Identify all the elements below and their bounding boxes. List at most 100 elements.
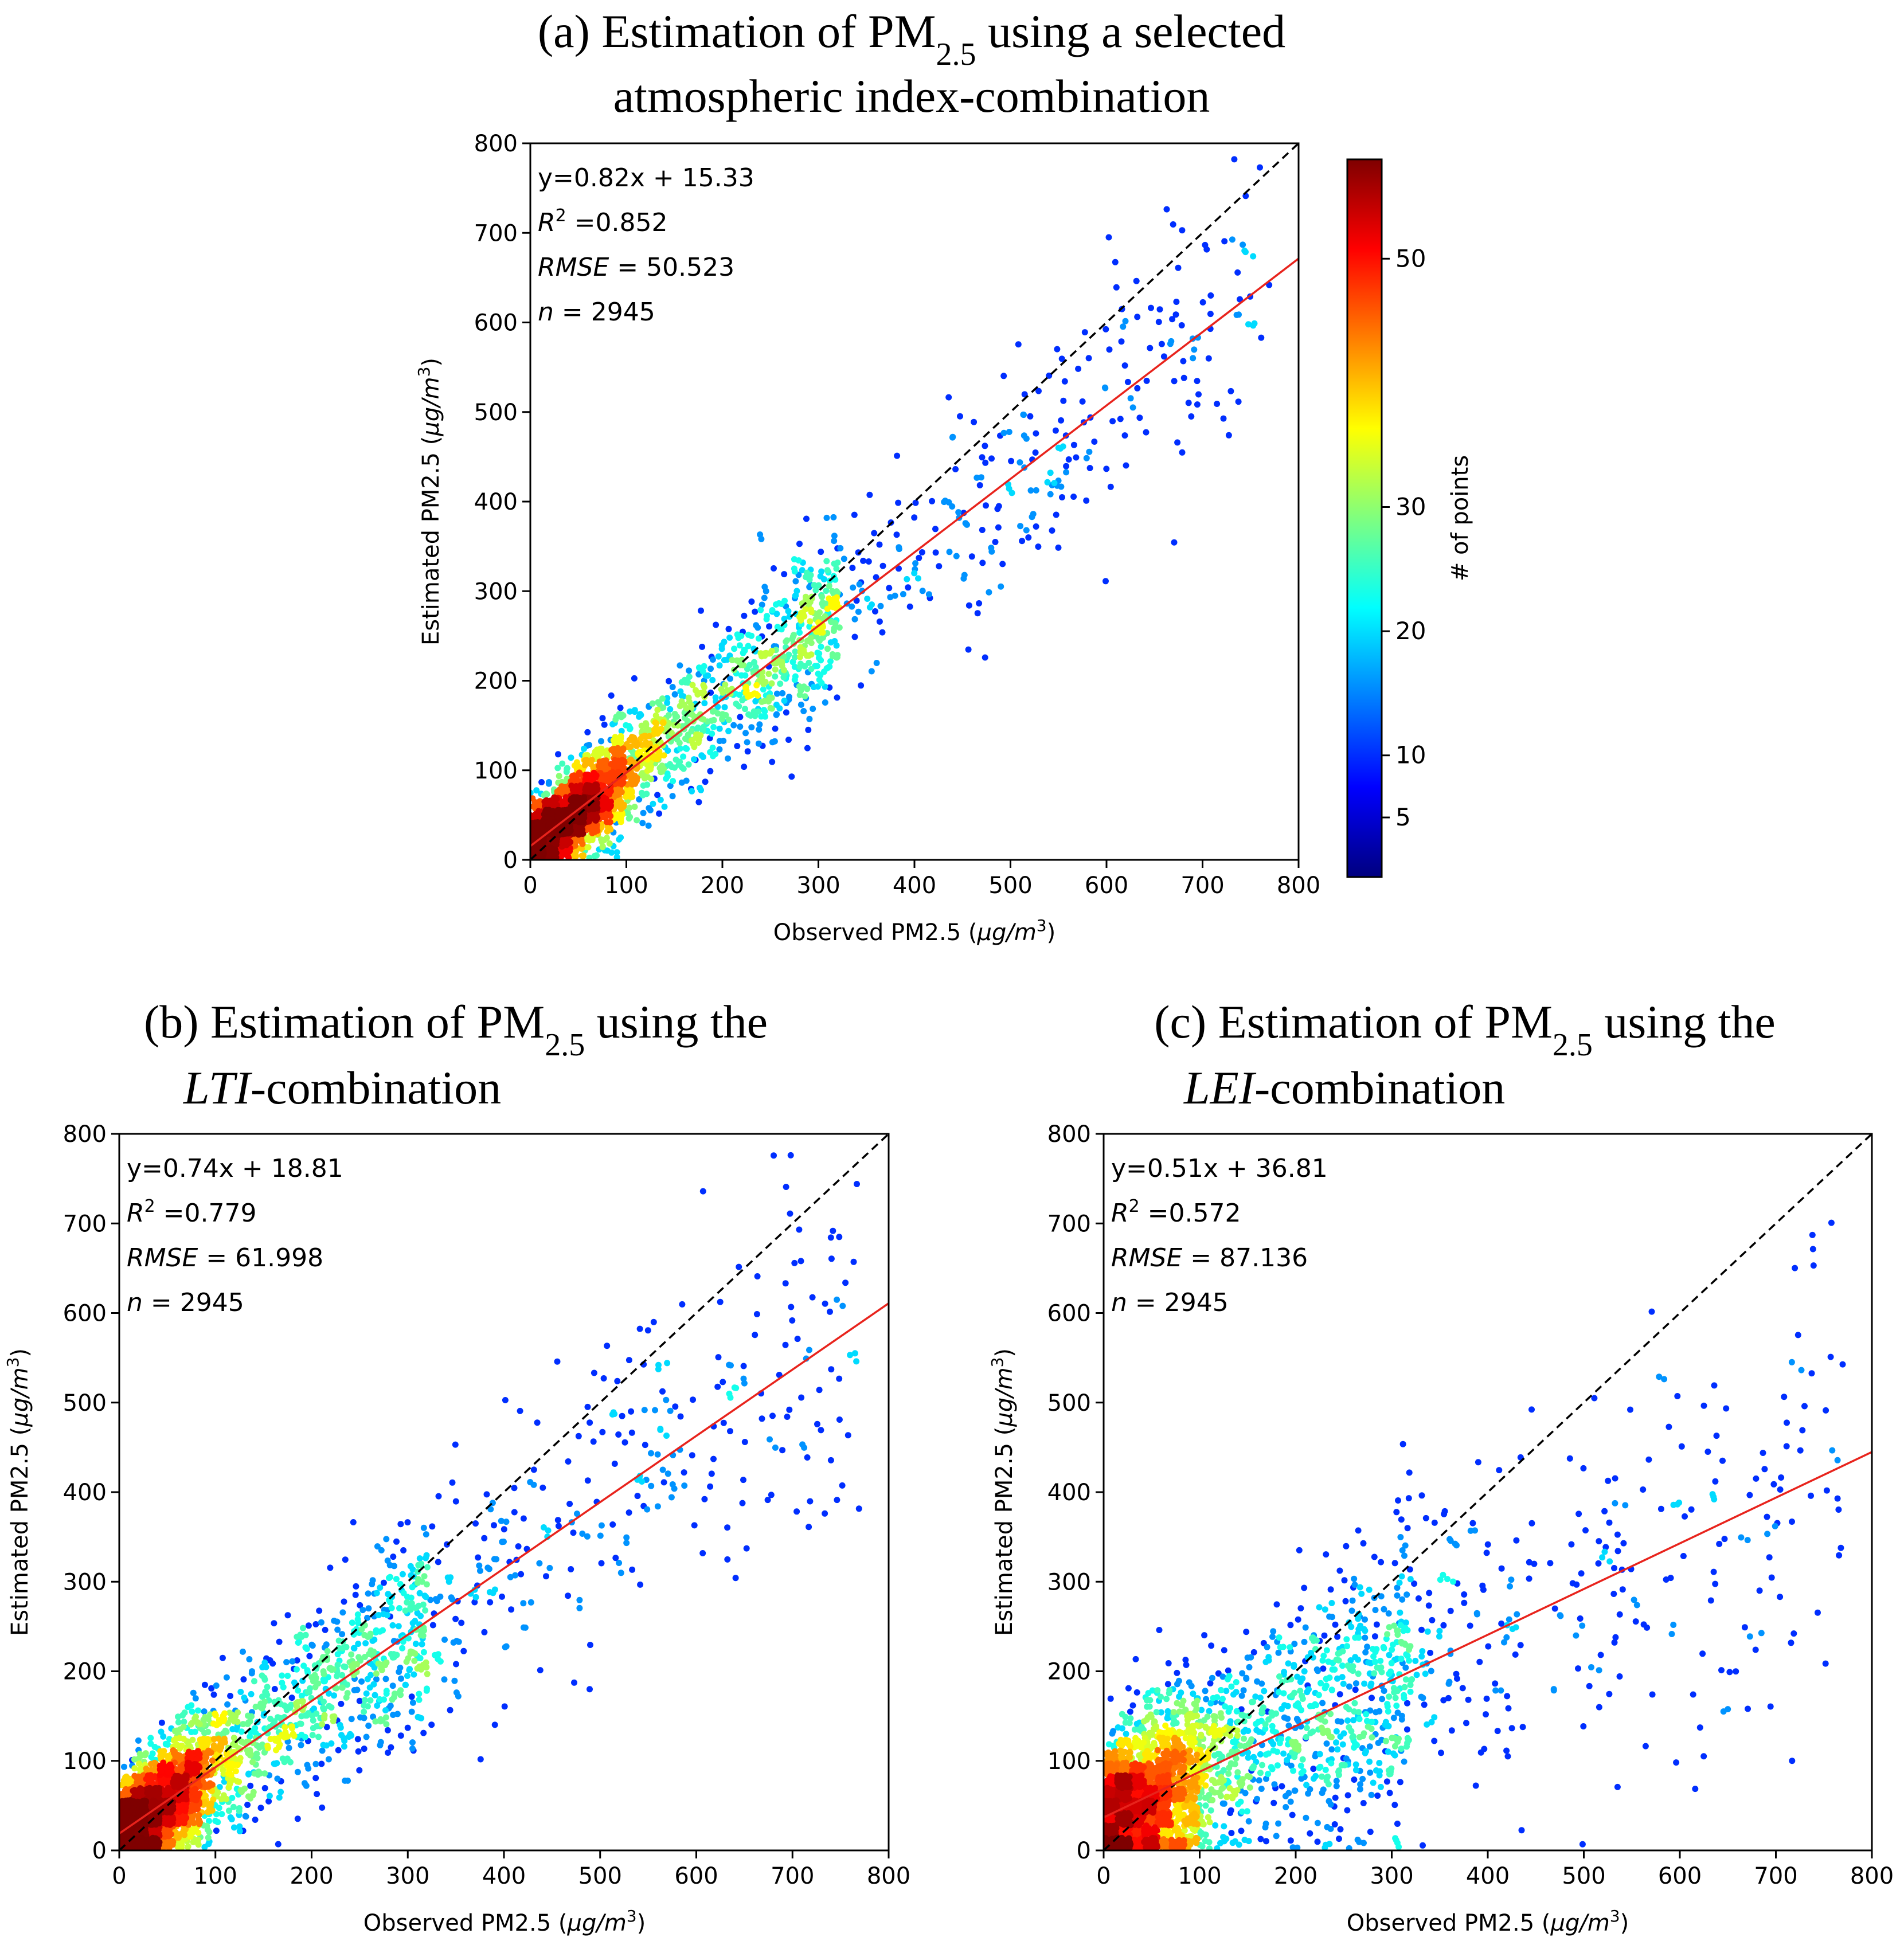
panel-a-point xyxy=(797,653,803,660)
panel-b-point xyxy=(545,1527,552,1534)
panel-b-point xyxy=(752,1332,759,1339)
panel-a-title-line1: (a) Estimation of PM2.5 using a selected xyxy=(538,5,1285,72)
panel-a-point xyxy=(982,459,989,466)
panel-b-point xyxy=(240,1721,247,1728)
panel-a-point xyxy=(779,663,785,670)
panel-a-point xyxy=(792,592,799,599)
panel-b-point xyxy=(226,1780,233,1787)
panel-b-point xyxy=(319,1721,326,1728)
panel-a-point xyxy=(640,809,647,816)
panel-b-point xyxy=(310,1717,316,1724)
panel-b-point xyxy=(769,1412,776,1419)
panel-b-point xyxy=(350,1663,357,1670)
panel-a-point xyxy=(675,761,682,768)
panel-a-point xyxy=(742,706,748,713)
panel-b-point xyxy=(486,1589,493,1595)
panel-a-point xyxy=(773,711,780,718)
panel-b-point xyxy=(212,1712,219,1719)
panel-b-point xyxy=(487,1599,494,1606)
panel-a-point xyxy=(806,584,813,590)
panel-a-point xyxy=(912,499,919,506)
panel-b-point xyxy=(328,1740,335,1747)
panel-b-point xyxy=(794,1336,801,1343)
panel-a-point xyxy=(646,741,652,748)
panel-b-point xyxy=(264,1743,271,1750)
panel-b-point xyxy=(405,1635,412,1642)
panel-b-point xyxy=(691,1522,698,1529)
panel-b-point xyxy=(279,1672,286,1679)
panel-a-point xyxy=(530,834,536,841)
panel-a-point xyxy=(598,745,605,752)
panel-b-point xyxy=(205,1747,212,1754)
panel-b-point xyxy=(475,1554,482,1561)
panel-a-point xyxy=(1122,318,1129,324)
panel-b-point xyxy=(816,1387,823,1394)
colorbar-tick-label: 20 xyxy=(1395,617,1426,645)
panel-b-point xyxy=(353,1583,359,1590)
panel-a-point xyxy=(566,822,572,829)
panel-a-point xyxy=(607,813,614,820)
panel-a-point xyxy=(1235,398,1242,405)
panel-a-point xyxy=(783,709,789,716)
panel-a-point xyxy=(1156,306,1163,313)
panel-b-point xyxy=(611,1461,618,1467)
panel-a-rmse: RMSE = 50.523 xyxy=(538,253,734,282)
panel-b-point xyxy=(449,1596,456,1603)
panel-a-point xyxy=(530,849,535,856)
panel-a-point xyxy=(1229,236,1236,243)
panel-b-point xyxy=(422,1607,429,1614)
panel-a-point xyxy=(759,698,765,705)
panel-b-point xyxy=(244,1747,251,1754)
panel-a-point xyxy=(699,668,706,675)
panel-a-point xyxy=(603,819,610,825)
panel-b-point xyxy=(267,1736,274,1743)
panel-b-point xyxy=(727,1428,733,1435)
panel-b-point xyxy=(740,1363,747,1369)
panel-a-point xyxy=(742,730,749,737)
panel-a-point xyxy=(978,474,984,481)
panel-a-point xyxy=(681,676,688,683)
panel-a-point xyxy=(1000,429,1007,436)
panel-b-point xyxy=(612,1555,619,1562)
panel-a-point xyxy=(726,634,733,641)
panel-a-point xyxy=(767,650,773,657)
panel-b-point xyxy=(296,1720,303,1727)
panel-b-point xyxy=(180,1723,187,1730)
panel-a-point xyxy=(642,775,648,782)
panel-b-point xyxy=(397,1521,404,1528)
panel-b-point xyxy=(512,1572,519,1579)
panel-b-point xyxy=(170,1737,177,1744)
panel-a-point xyxy=(946,549,953,555)
panel-b-point xyxy=(230,1803,237,1810)
panel-a-point xyxy=(721,704,728,711)
panel-b-point xyxy=(334,1618,341,1625)
panel-a-point xyxy=(556,789,563,796)
panel-b-point xyxy=(303,1712,310,1719)
panel-b-point xyxy=(836,1234,843,1240)
panel-b-point xyxy=(423,1581,430,1588)
panel-b-point xyxy=(664,1470,671,1477)
panel-a-point xyxy=(1016,459,1023,466)
panel-a-point xyxy=(834,694,840,701)
panel-b-point xyxy=(404,1724,411,1731)
panel-a-point xyxy=(1086,465,1093,471)
panel-b-point xyxy=(420,1601,427,1608)
panel-a-point xyxy=(806,576,813,583)
panel-b-point xyxy=(223,1674,230,1681)
panel-a-point xyxy=(615,791,622,798)
panel-b-point xyxy=(252,1704,259,1710)
panel-a-point xyxy=(580,852,587,859)
panel-a-point xyxy=(1180,358,1187,365)
panel-a-point xyxy=(584,729,591,735)
panel-b-point xyxy=(598,1560,605,1567)
panel-a-point xyxy=(559,760,566,767)
panel-a-point xyxy=(685,731,691,738)
panel-b-point xyxy=(324,1647,331,1654)
panel-b-point xyxy=(391,1690,398,1697)
panel-a-point xyxy=(1070,494,1077,500)
panel-a-point xyxy=(649,700,656,707)
panel-b-point xyxy=(179,1712,186,1719)
panel-b-point xyxy=(400,1590,407,1596)
panel-a-point xyxy=(642,720,649,727)
panel-b-point xyxy=(243,1739,250,1746)
